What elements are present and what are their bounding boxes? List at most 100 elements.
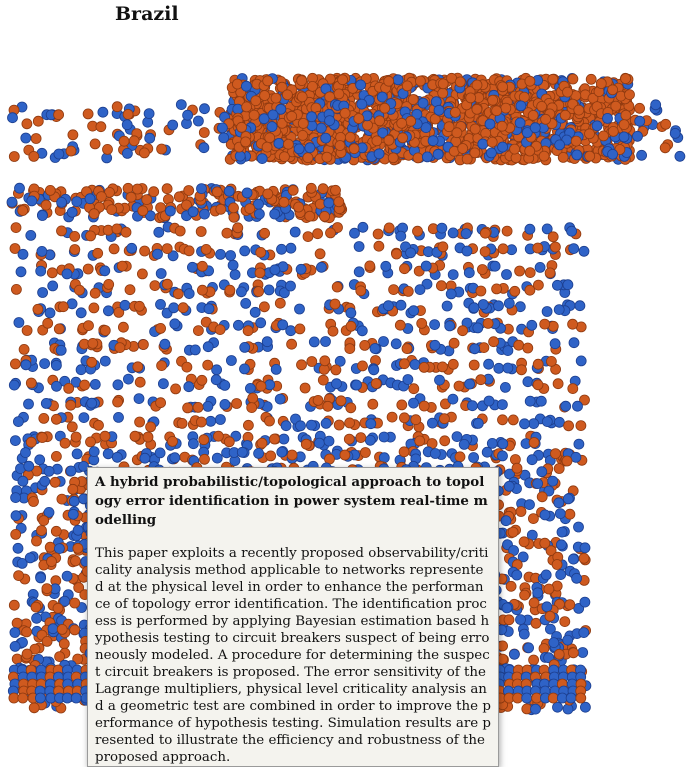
publication-node[interactable] [557,151,569,163]
publication-node[interactable] [373,240,385,252]
publication-node[interactable] [24,552,36,564]
publication-node[interactable] [269,433,280,445]
publication-node[interactable] [429,448,441,459]
publication-node[interactable] [28,150,40,162]
publication-node[interactable] [232,319,244,331]
publication-node[interactable] [255,317,267,329]
publication-node[interactable] [228,202,239,214]
publication-node[interactable] [418,400,430,412]
publication-node[interactable] [199,103,210,115]
publication-node[interactable] [108,243,120,255]
publication-node[interactable] [239,245,251,257]
publication-node[interactable] [70,431,82,443]
publication-node[interactable] [173,191,185,203]
publication-node[interactable] [225,250,237,261]
publication-node[interactable] [378,336,389,347]
publication-node[interactable] [306,111,318,123]
publication-node[interactable] [20,447,31,459]
publication-node[interactable] [198,434,210,446]
publication-node[interactable] [553,463,565,474]
publication-node[interactable] [141,194,153,206]
publication-node[interactable] [247,392,259,404]
publication-node[interactable] [112,379,124,391]
publication-node[interactable] [244,203,256,215]
publication-node[interactable] [325,227,336,239]
publication-node[interactable] [469,123,481,135]
publication-node[interactable] [339,107,351,119]
publication-node[interactable] [269,264,281,276]
publication-node[interactable] [447,358,459,370]
publication-node[interactable] [65,465,77,477]
publication-node[interactable] [564,508,576,520]
publication-node[interactable] [44,541,56,553]
publication-node[interactable] [568,647,579,659]
publication-node[interactable] [57,301,69,313]
publication-node[interactable] [128,135,140,147]
publication-node[interactable] [168,302,180,314]
publication-node[interactable] [236,121,248,133]
publication-node[interactable] [281,89,293,101]
publication-node[interactable] [532,358,544,370]
publication-node[interactable] [496,120,508,132]
publication-node[interactable] [540,569,552,581]
publication-node[interactable] [394,319,406,331]
publication-node[interactable] [259,227,271,239]
publication-node[interactable] [471,79,483,91]
publication-node[interactable] [550,448,561,460]
publication-node[interactable] [337,74,349,86]
publication-node[interactable] [530,703,541,715]
publication-node[interactable] [119,299,131,311]
publication-node[interactable] [259,90,271,101]
publication-node[interactable] [497,640,509,652]
publication-node[interactable] [189,344,201,356]
publication-node[interactable] [99,265,111,277]
publication-node[interactable] [371,135,383,147]
publication-node[interactable] [574,300,586,312]
publication-node[interactable] [327,325,339,337]
publication-node[interactable] [372,228,384,240]
publication-node[interactable] [32,115,44,127]
publication-node[interactable] [228,211,240,223]
publication-node[interactable] [70,692,82,704]
publication-node[interactable] [468,302,480,314]
publication-node[interactable] [472,417,484,429]
publication-node[interactable] [56,196,67,208]
publication-node[interactable] [88,446,100,458]
publication-node[interactable] [6,196,18,208]
publication-node[interactable] [602,113,613,124]
publication-node[interactable] [175,99,187,110]
publication-node[interactable] [528,418,540,430]
publication-node[interactable] [295,263,307,275]
publication-node[interactable] [547,231,559,243]
publication-node[interactable] [408,383,420,395]
publication-node[interactable] [264,415,275,427]
publication-node[interactable] [99,355,111,367]
publication-node[interactable] [187,206,199,218]
publication-node[interactable] [331,281,343,293]
publication-node[interactable] [330,364,342,376]
publication-node[interactable] [286,110,298,122]
publication-node[interactable] [568,243,580,255]
publication-node[interactable] [395,230,407,242]
publication-node[interactable] [563,420,574,432]
publication-node[interactable] [395,299,407,311]
publication-node[interactable] [513,339,525,351]
publication-node[interactable] [524,267,536,279]
publication-node[interactable] [248,109,260,121]
publication-node[interactable] [544,267,556,279]
publication-node[interactable] [454,451,466,463]
publication-node[interactable] [41,583,53,594]
publication-node[interactable] [379,102,391,114]
publication-node[interactable] [167,435,178,447]
publication-node[interactable] [65,145,77,157]
publication-node[interactable] [405,247,417,259]
publication-node[interactable] [410,414,422,426]
publication-node[interactable] [223,436,235,448]
publication-node[interactable] [111,451,123,463]
publication-node[interactable] [382,300,394,312]
publication-node[interactable] [214,324,226,336]
publication-node[interactable] [39,358,50,370]
publication-node[interactable] [103,305,114,317]
publication-node[interactable] [607,125,619,137]
publication-node[interactable] [475,285,487,297]
